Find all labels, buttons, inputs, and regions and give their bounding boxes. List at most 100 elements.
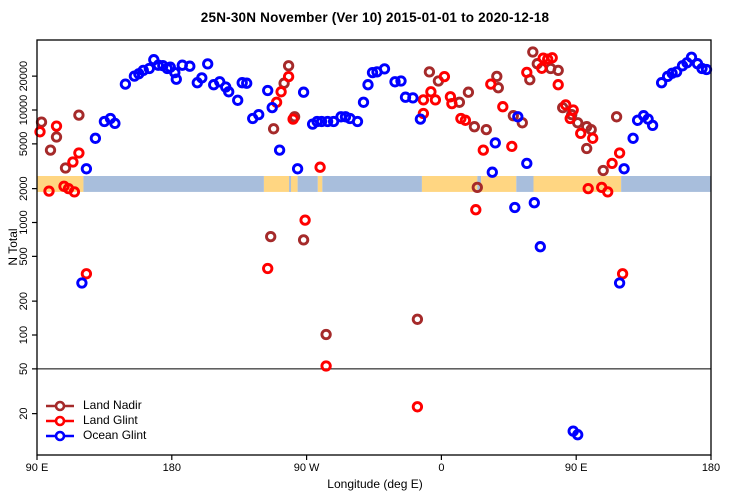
x-tick-label: 90 W — [294, 462, 320, 474]
x-axis-title: Longitude (deg E) — [327, 477, 423, 491]
land-glint-point — [616, 268, 629, 280]
land-glint-point — [575, 127, 587, 140]
ocean-glint-point — [266, 101, 278, 114]
land-nadir-point — [480, 123, 492, 136]
land-nadir-point — [59, 162, 72, 174]
ocean-glint-point — [119, 78, 132, 90]
land-glint-point — [546, 52, 558, 64]
map-band-land-segment — [481, 176, 517, 192]
ocean-glint-point — [670, 66, 683, 78]
ocean-glint-point — [311, 115, 323, 128]
ocean-glint-point — [395, 75, 407, 87]
x-tick-label: 180 — [163, 462, 181, 474]
ocean-glint-point — [152, 59, 164, 71]
land-glint-point — [602, 186, 614, 198]
y-tick-label: 5000 — [18, 132, 30, 156]
land-nadir-point — [581, 142, 593, 155]
legend-label: Ocean Glint — [83, 428, 147, 442]
land-glint-point — [446, 97, 458, 110]
land-glint-point — [275, 86, 287, 98]
land-glint-point — [73, 147, 85, 159]
land-glint-point — [477, 144, 489, 156]
land-glint-point — [506, 140, 518, 153]
ocean-glint-point — [184, 60, 196, 72]
legend-item-land-nadir: Land Nadir — [45, 398, 146, 413]
ocean-glint-point — [528, 197, 540, 209]
ocean-glint-point — [414, 113, 427, 125]
ocean-glint-point — [646, 119, 659, 132]
ocean-glint-point — [315, 115, 328, 128]
ocean-glint-point — [389, 76, 401, 88]
legend-label: Land Nadir — [83, 398, 142, 412]
x-tick-label: 180 — [702, 462, 720, 474]
chart-title: 25N-30N November (Ver 10) 2015-01-01 to … — [200, 10, 550, 25]
land-glint-point — [67, 156, 79, 168]
map-band-land-segment — [421, 176, 478, 192]
land-glint-point — [552, 79, 564, 91]
ocean-glint-point — [378, 63, 391, 75]
ocean-glint-point — [327, 115, 340, 128]
land-nadir-point — [411, 313, 424, 325]
land-glint-point — [50, 120, 63, 132]
ocean-glint-point — [627, 132, 639, 144]
ocean-glint-point — [223, 86, 235, 98]
ocean-glint-point — [80, 163, 93, 175]
land-nadir-point — [491, 70, 503, 83]
ocean-glint-point — [273, 144, 286, 156]
ocean-glint-point — [196, 72, 208, 84]
y-tick-label: 100 — [18, 326, 30, 344]
land-nadir-point — [297, 234, 310, 246]
y-tick-label: 20000 — [18, 61, 30, 92]
map-band-ocean-segment — [289, 176, 292, 192]
land-glint-point — [34, 126, 46, 138]
land-glint-point — [438, 70, 451, 83]
y-tick-label: 2000 — [18, 176, 30, 200]
map-band-land-segment — [533, 176, 622, 192]
land-nadir-point — [527, 46, 539, 58]
ocean-glint-point — [521, 157, 533, 170]
ocean-glint-point — [76, 277, 88, 289]
land-glint-point — [582, 182, 594, 195]
land-nadir-point — [423, 66, 436, 78]
ocean-glint-point — [137, 64, 149, 77]
ocean-glint-point — [297, 86, 310, 98]
y-tick-label: 50 — [18, 363, 30, 375]
ocean-glint-point — [143, 62, 155, 75]
land-nadir-point — [44, 144, 57, 156]
ocean-glint-point — [613, 277, 626, 289]
x-tick-label: 90 E — [26, 462, 49, 474]
y-tick-label: 500 — [18, 247, 30, 265]
map-band-land-segment — [317, 176, 323, 192]
axis-box — [36, 39, 712, 456]
land-glint-point — [521, 66, 533, 79]
ocean-glint-point — [512, 111, 524, 123]
land-nadir-point — [267, 123, 280, 135]
land-nadir-point — [610, 111, 623, 123]
ocean-glint-point — [572, 429, 584, 441]
land-glint-point — [567, 104, 579, 116]
land-nadir-point — [50, 131, 63, 143]
land-glint-point — [68, 186, 81, 198]
land-glint-point — [314, 161, 326, 173]
legend: Land Nadir Land Glint Ocean Glint — [45, 398, 146, 443]
ocean-glint-point — [241, 77, 253, 89]
y-tick-label: 20 — [18, 408, 30, 420]
land-glint-point — [43, 185, 55, 197]
x-tick-label: 0 — [438, 462, 444, 474]
land-nadir-point — [468, 121, 481, 133]
land-glint-point — [606, 157, 618, 170]
ocean-glint-point — [618, 163, 630, 175]
y-tick-label: 10000 — [18, 95, 30, 126]
land-glint-point — [299, 214, 311, 226]
land-glint-point — [429, 94, 442, 106]
ocean-glint-point — [109, 117, 121, 130]
ocean-glint-point — [357, 96, 370, 108]
ocean-glint-point — [169, 66, 181, 79]
ocean-glint-point — [655, 77, 668, 89]
map-band-ocean-segment — [322, 176, 422, 192]
land-glint-point — [262, 262, 274, 275]
ocean-glint-point — [232, 94, 244, 106]
land-glint-point — [470, 204, 482, 216]
map-band-ocean-segment — [297, 176, 318, 192]
